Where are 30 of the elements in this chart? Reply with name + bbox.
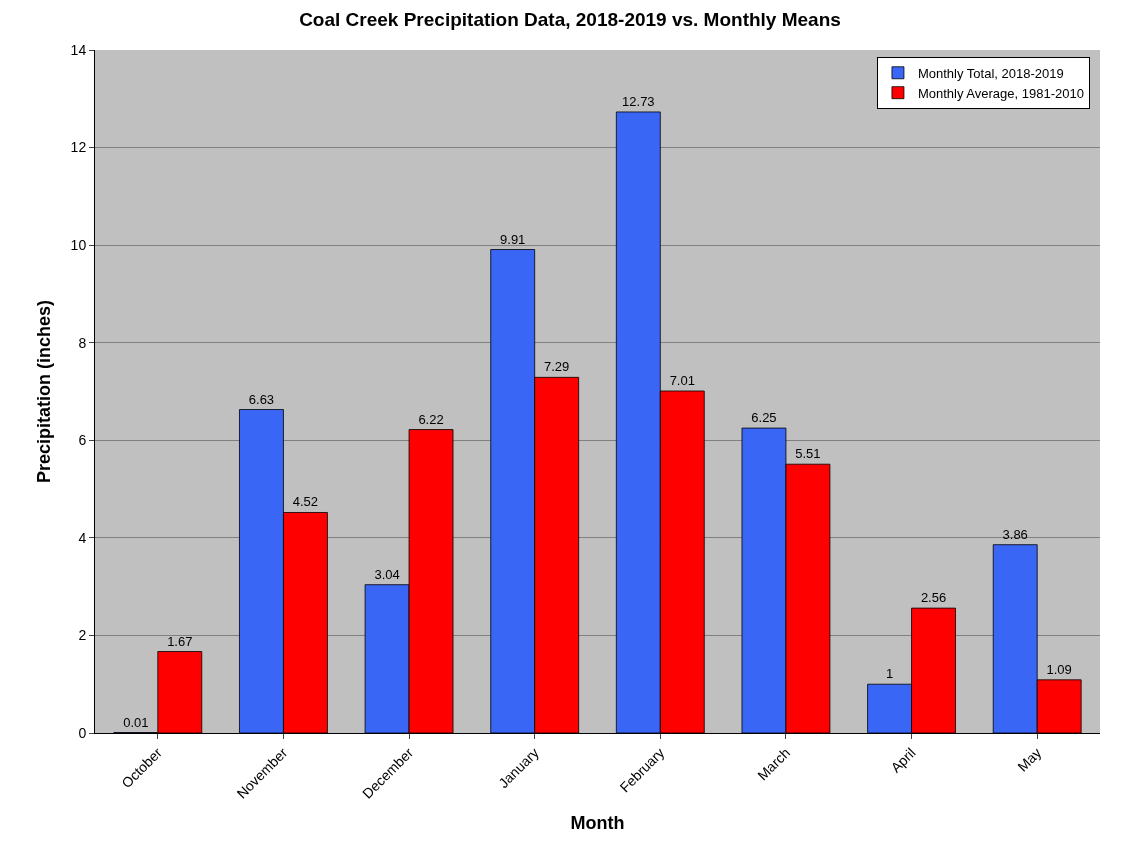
legend-label: Monthly Average, 1981-2010 [917,85,1084,101]
y-tick-label: 14 [70,41,87,58]
data-label: 6.25 [751,410,777,426]
y-tick-label: 0 [78,724,87,741]
x-tick-label: May [1014,744,1045,775]
y-tick-label: 12 [70,139,87,156]
legend-label: Monthly Total, 2018-2019 [917,65,1064,81]
y-tick-label: 10 [70,237,87,254]
data-label: 7.01 [669,373,695,389]
x-axis-title: Month [570,812,625,833]
y-tick-label: 4 [78,529,87,546]
data-label: 6.22 [418,411,444,427]
data-label: 0.01 [123,714,149,730]
data-label: 9.91 [500,231,526,247]
data-label: 5.51 [795,446,821,462]
data-label: 1 [885,666,894,682]
data-label: 3.86 [1002,526,1028,542]
data-label: 7.29 [544,359,570,375]
data-label: 1.67 [167,633,193,649]
data-label: 2.56 [920,590,947,606]
data-label: 1.09 [1046,661,1072,677]
data-label: 6.63 [248,391,275,407]
y-tick-label: 8 [78,334,87,351]
data-label: 12.73 [622,93,655,109]
data-label: 3.04 [374,566,400,582]
y-tick-label: 2 [78,627,87,644]
data-label: 4.52 [292,494,319,510]
chart-title: Coal Creek Precipitation Data, 2018-2019 vs. Monthly Means [299,8,841,30]
y-tick-label: 6 [78,432,87,449]
y-axis-title: Precipitation (inches) [33,299,54,484]
